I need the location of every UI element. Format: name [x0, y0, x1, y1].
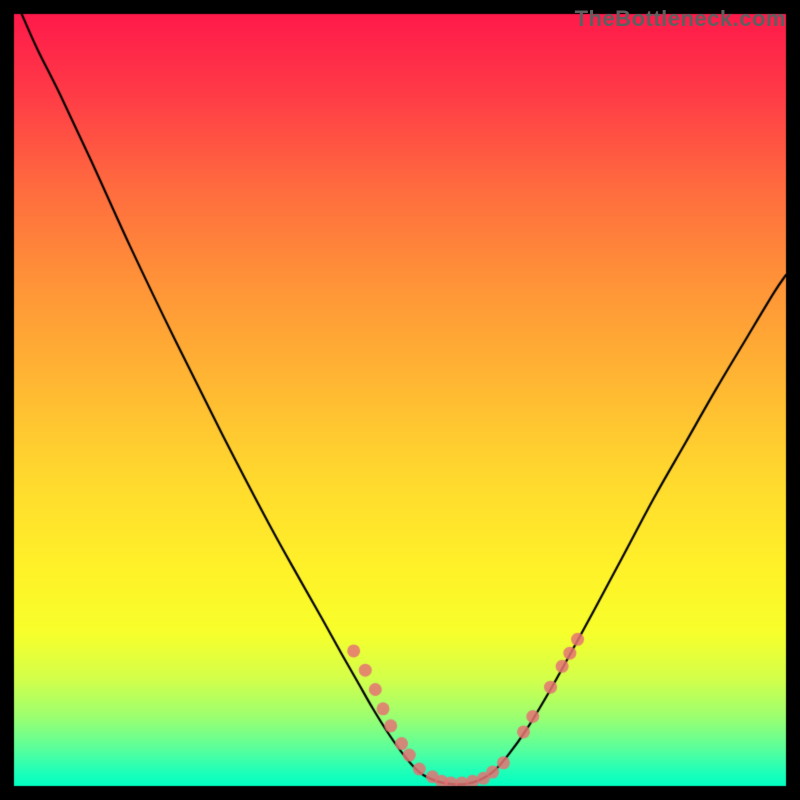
bottleneck-chart [0, 0, 800, 800]
